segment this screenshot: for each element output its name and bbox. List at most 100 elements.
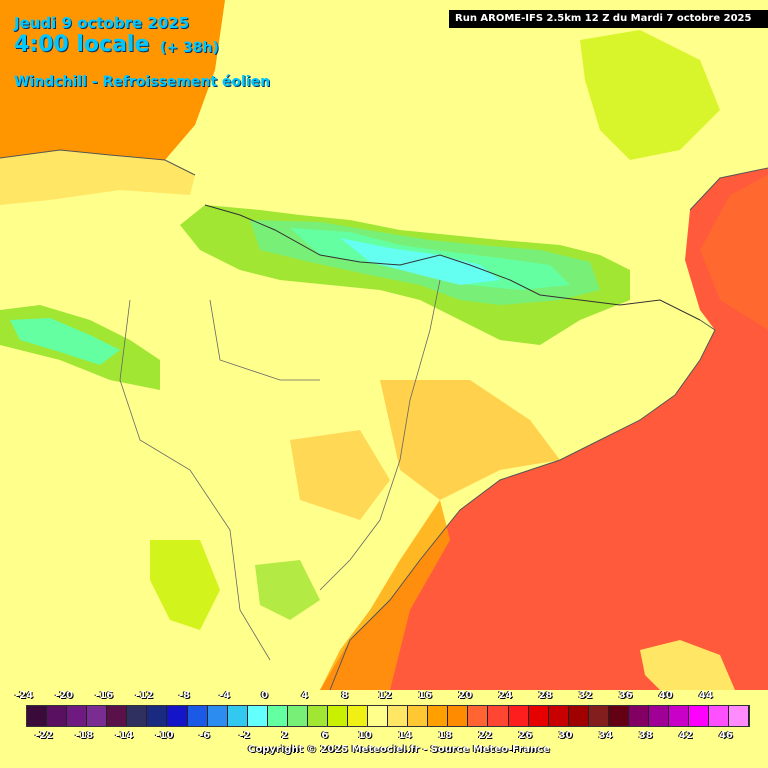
legend-label-bottom: -18: [75, 730, 94, 741]
legend-label-top: 12: [378, 690, 392, 701]
legend-label-bottom: 10: [357, 730, 372, 741]
legend-swatch: [448, 706, 469, 726]
iberian-system-patch-2: [255, 560, 320, 620]
legend-swatch: [167, 706, 188, 726]
forecast-time: 4:00 locale: [14, 32, 150, 57]
legend-swatch: [107, 706, 128, 726]
cantabrian-coast: [0, 150, 195, 205]
legend-label-top: 40: [658, 690, 673, 701]
inland-warm-zone: [290, 430, 390, 520]
legend-swatch: [669, 706, 690, 726]
legend-label-top: 8: [341, 690, 349, 701]
legend-label-top: -20: [55, 690, 74, 701]
legend-label-bottom: 46: [718, 730, 733, 741]
legend-swatch: [327, 706, 348, 726]
atlantic-ocean: [0, 0, 225, 160]
legend-swatch: [87, 706, 108, 726]
legend-swatch: [127, 706, 148, 726]
legend-label-top: 32: [578, 690, 593, 701]
legend-label-top: 0: [261, 690, 269, 701]
legend-swatch: [729, 706, 750, 726]
run-info-banner: Run AROME-IFS 2.5km 12 Z du Mardi 7 octo…: [449, 10, 768, 28]
north-coastline: [0, 149, 196, 176]
france-cool-zone: [580, 30, 720, 160]
east-coastline: [329, 319, 716, 691]
legend-label-top: -4: [218, 690, 231, 701]
legend-label-bottom: 14: [398, 730, 413, 741]
legend-swatch: [528, 706, 549, 726]
region-border-3: [209, 299, 320, 381]
legend-swatch: [67, 706, 88, 726]
legend-label-top: 24: [498, 690, 513, 701]
legend-swatch: [428, 706, 449, 726]
legend-swatch: [247, 706, 268, 726]
mallorca-island: [640, 640, 735, 690]
legend-swatch: [608, 706, 629, 726]
legend-swatch: [368, 706, 389, 726]
legend-swatch: [689, 706, 710, 726]
legend-swatch: [568, 706, 589, 726]
gulf-of-lion-zone: [700, 175, 768, 330]
legend-swatch: [408, 706, 429, 726]
legend-label-bottom: 6: [321, 730, 329, 741]
forecast-offset: (+ 38h): [160, 40, 219, 56]
legend-swatch: [207, 706, 228, 726]
region-border-2: [119, 299, 271, 661]
legend-label-bottom: -22: [35, 730, 54, 741]
legend-label-top: 16: [418, 690, 433, 701]
legend-swatch: [267, 706, 288, 726]
copyright-text: Copyright © 2025 Meteociel.fr - Source M…: [248, 744, 550, 755]
legend-swatch: [548, 706, 569, 726]
legend-swatch: [508, 706, 529, 726]
legend-swatch: [348, 706, 369, 726]
legend-label-top: 28: [538, 690, 553, 701]
legend-swatch: [648, 706, 669, 726]
france-spain-border: [204, 204, 701, 321]
legend-swatch: [27, 706, 48, 726]
cantabrian-cold: [10, 318, 120, 365]
legend-label-top: -12: [135, 690, 154, 701]
legend-swatch: [488, 706, 509, 726]
legend-label-bottom: 34: [598, 730, 613, 741]
legend-swatch: [388, 706, 409, 726]
legend-label-bottom: 18: [438, 730, 453, 741]
legend-label-bottom: 22: [478, 730, 493, 741]
legend-label-bottom: -14: [115, 730, 134, 741]
legend-swatch: [307, 706, 328, 726]
legend-label-bottom: 38: [638, 730, 653, 741]
legend-label-bottom: -10: [155, 730, 174, 741]
france-med-coastline: [689, 167, 768, 211]
coastal-warm-band: [320, 500, 450, 690]
legend-swatch: [147, 706, 168, 726]
legend-label-bottom: 30: [558, 730, 573, 741]
legend-swatch: [47, 706, 68, 726]
legend-swatch: [227, 706, 248, 726]
legend-label-top: -16: [95, 690, 114, 701]
legend-label-bottom: -2: [239, 730, 251, 741]
legend-label-top: -24: [14, 690, 34, 701]
iberian-system-patch-1: [150, 540, 220, 630]
pyrenees-coldest: [340, 238, 500, 285]
region-border-1: [319, 279, 441, 591]
legend-swatch: [628, 706, 649, 726]
legend-label-bottom: 26: [518, 730, 533, 741]
legend-swatch: [709, 706, 730, 726]
legend-label-top: -8: [178, 690, 190, 701]
legend-label-top: 4: [301, 690, 309, 701]
legend-label-bottom: 2: [281, 730, 289, 741]
legend-swatch: [588, 706, 609, 726]
legend-label-bottom: 42: [678, 730, 693, 741]
legend-label-bottom: -6: [198, 730, 211, 741]
parameter-title: Windchill - Refroissement éolien: [14, 74, 271, 90]
forecast-date: Jeudi 9 octobre 2025: [14, 14, 190, 32]
legend-label-top: 44: [698, 690, 713, 701]
ebro-valley-warm: [380, 380, 560, 500]
legend-swatch: [287, 706, 308, 726]
legend-swatch: [468, 706, 489, 726]
legend-label-top: 36: [618, 690, 633, 701]
legend-label-top: 20: [458, 690, 473, 701]
color-scale-bar: [26, 705, 750, 727]
legend-swatch: [187, 706, 208, 726]
